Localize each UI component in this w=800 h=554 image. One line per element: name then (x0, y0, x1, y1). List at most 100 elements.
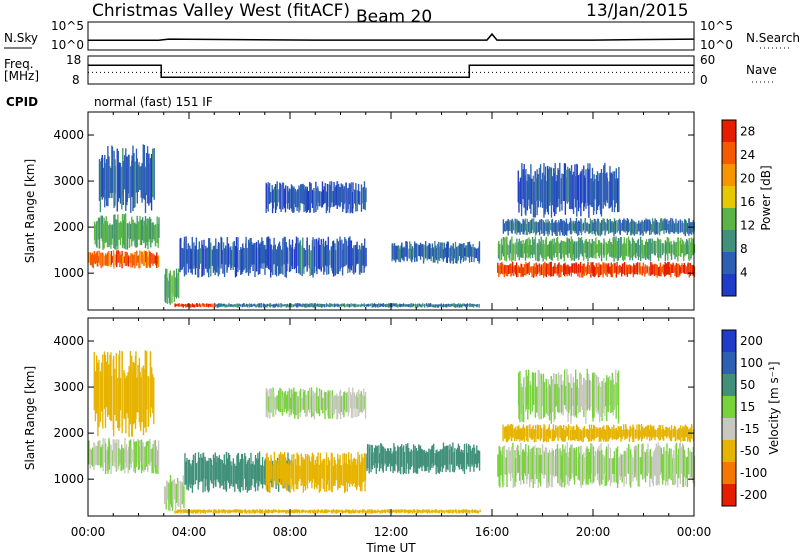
power-cell (585, 266, 588, 276)
velocity-cell (549, 430, 552, 439)
power-cell (572, 240, 574, 261)
power-cell (454, 241, 457, 264)
velocity-cell (247, 459, 249, 491)
power-cell (313, 304, 315, 308)
velocity-cell (178, 509, 180, 513)
velocity-cell (303, 509, 305, 513)
power-cell (602, 262, 604, 278)
sky-right-tick-top: 10^5 (700, 19, 733, 33)
velocity-cell (335, 509, 338, 514)
power-cell (352, 248, 354, 273)
power-cell (628, 222, 630, 232)
velocity-colorbar-frame (721, 329, 737, 507)
power-cell (686, 240, 689, 254)
velocity-ytick-label: 1000 (53, 472, 84, 486)
velocity-cell (609, 376, 611, 406)
power-cell (338, 304, 340, 308)
velocity-cell (692, 446, 694, 484)
velocity-cell (313, 510, 315, 514)
velocity-cell (537, 369, 539, 417)
power-cell (434, 241, 436, 263)
power-cell (143, 220, 145, 243)
velocity-cell (675, 442, 678, 474)
power-cell (550, 223, 552, 231)
velocity-cell (290, 397, 292, 416)
velocity-cell (206, 461, 208, 480)
power-cell (614, 263, 616, 273)
velocity-cell (112, 439, 114, 466)
power-cell (108, 156, 110, 198)
power-cell (155, 256, 157, 266)
velocity-cell (461, 452, 463, 470)
power-cell (564, 163, 567, 215)
velocity-cell (461, 509, 463, 514)
power-cell (341, 239, 343, 268)
velocity-cell (413, 509, 416, 513)
power-cell (130, 223, 132, 240)
power-cell (545, 219, 547, 232)
velocity-cell (683, 427, 685, 442)
velocity-cell (470, 449, 472, 465)
power-cell (641, 244, 644, 259)
power-cell (281, 304, 283, 307)
velocity-cell (318, 464, 321, 493)
power-cell (324, 183, 326, 204)
velocity-cell (108, 440, 111, 470)
velocity-cell (566, 427, 569, 436)
velocity-cell (265, 454, 268, 490)
velocity-colorbar-segment (722, 396, 736, 418)
velocity-cell (553, 456, 555, 478)
power-cell (279, 182, 281, 210)
velocity-cell (353, 510, 356, 514)
power-x-ticks (87, 112, 695, 310)
velocity-cell (414, 510, 417, 513)
power-cell (249, 304, 251, 307)
power-cell (556, 238, 558, 257)
velocity-cell (436, 510, 438, 513)
velocity-cell (175, 510, 178, 513)
velocity-cell (265, 510, 268, 513)
power-cell (145, 224, 147, 242)
power-cell (673, 264, 675, 273)
velocity-cell (535, 455, 537, 475)
power-cell (665, 263, 667, 276)
velocity-cell (95, 446, 97, 465)
velocity-cell (289, 510, 292, 514)
velocity-colorbar-tick: 200 (740, 334, 763, 348)
power-cell (313, 303, 316, 307)
power-cell (597, 181, 599, 207)
velocity-cell (303, 391, 305, 410)
velocity-cell (177, 481, 179, 506)
velocity-cell (357, 452, 359, 486)
power-cell (408, 248, 410, 259)
velocity-colorbar-tick: -100 (740, 466, 767, 480)
velocity-cell (192, 509, 195, 514)
power-cell (171, 277, 173, 294)
velocity-cell (246, 510, 248, 514)
power-cell (272, 249, 274, 276)
velocity-cell (555, 449, 557, 477)
velocity-cell (547, 452, 549, 483)
power-cell (548, 221, 551, 235)
power-cell (316, 241, 318, 275)
power-cell (190, 304, 192, 308)
power-cell (278, 189, 280, 203)
power-cell (98, 250, 100, 263)
velocity-cell (650, 456, 652, 479)
velocity-cell (342, 463, 344, 486)
velocity-cell (557, 426, 559, 441)
velocity-cell (213, 509, 215, 514)
power-cell (536, 169, 538, 216)
velocity-cell (646, 426, 648, 440)
velocity-cell (273, 392, 275, 417)
velocity-cell (227, 452, 230, 483)
power-cell (437, 304, 440, 308)
power-cell (182, 248, 184, 267)
power-cell (451, 303, 453, 307)
velocity-cell (401, 444, 403, 467)
velocity-cell (497, 454, 499, 477)
velocity-cell (433, 443, 435, 466)
velocity-cell (125, 377, 127, 434)
velocity-cell (514, 450, 516, 487)
velocity-cell (348, 452, 350, 484)
